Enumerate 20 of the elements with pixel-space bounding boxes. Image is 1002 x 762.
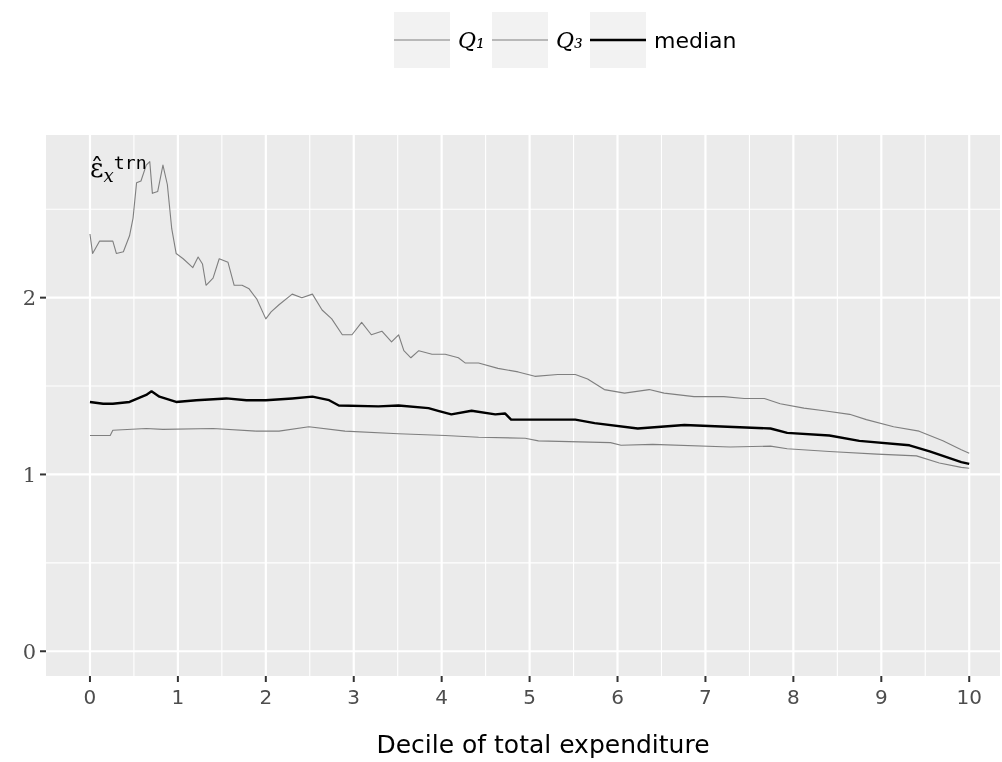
x-tick-label: 5 [523, 685, 536, 709]
x-tick-label: 0 [83, 685, 97, 709]
x-tick-label: 9 [874, 685, 888, 709]
x-tick-label: 6 [611, 685, 624, 709]
legend-label: Q₁ [458, 27, 485, 53]
x-tick-label: 3 [347, 685, 361, 709]
x-axis-title: Decile of total expenditure [376, 730, 710, 759]
x-tick-label: 8 [787, 685, 800, 709]
y-tick-label: 2 [22, 286, 36, 310]
x-tick-label: 2 [259, 685, 273, 709]
y-tick-label: 0 [22, 639, 36, 664]
x-tick-label: 1 [171, 685, 185, 709]
x-tick-label: 7 [699, 685, 712, 709]
line-series [88, 390, 971, 466]
y-tick-label: 1 [22, 462, 36, 487]
line-series [89, 426, 970, 469]
legend-label: median [654, 27, 737, 53]
legend-label: Q₃ [556, 27, 583, 53]
x-tick-label: 4 [435, 685, 449, 709]
x-tick-label: 10 [956, 685, 982, 709]
